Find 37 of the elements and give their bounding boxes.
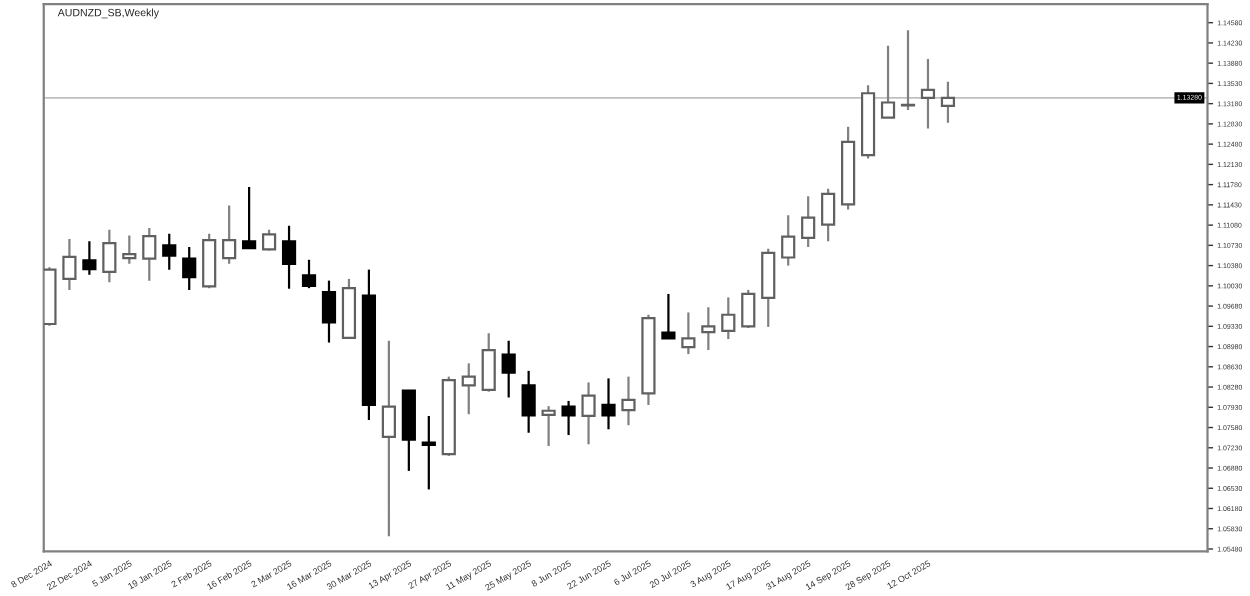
candlestick bbox=[182, 245, 197, 291]
candlestick bbox=[661, 292, 676, 341]
candlestick bbox=[222, 204, 237, 265]
candlestick bbox=[761, 247, 776, 329]
candlestick bbox=[421, 414, 436, 491]
candlestick bbox=[801, 195, 816, 249]
candlestick bbox=[242, 185, 257, 250]
candlestick bbox=[821, 187, 836, 243]
candlestick bbox=[741, 288, 756, 330]
candlestick bbox=[721, 296, 736, 341]
candlestick bbox=[142, 226, 157, 282]
candlestick bbox=[880, 44, 896, 120]
candlestick bbox=[940, 80, 956, 124]
candlestick bbox=[82, 240, 97, 276]
candlestick bbox=[481, 332, 496, 393]
candlestick bbox=[381, 339, 396, 538]
candlestick bbox=[521, 369, 536, 434]
candlestick bbox=[701, 306, 716, 352]
candlestick bbox=[781, 214, 796, 267]
candlestick bbox=[581, 381, 596, 446]
candlestick bbox=[561, 399, 576, 437]
candlestick bbox=[920, 58, 936, 130]
candlestick bbox=[261, 228, 277, 252]
candlestick bbox=[281, 224, 297, 290]
candlestick bbox=[601, 377, 616, 431]
candlestick bbox=[102, 228, 117, 284]
candlestick bbox=[122, 234, 137, 265]
candlestick bbox=[681, 311, 696, 356]
candlestick bbox=[202, 232, 217, 290]
candlestick bbox=[301, 258, 317, 290]
candlestick bbox=[621, 375, 636, 427]
candlestick bbox=[461, 362, 476, 416]
candlestick bbox=[321, 279, 337, 344]
candlestick bbox=[501, 339, 516, 399]
candlestick bbox=[62, 237, 77, 291]
candlestick bbox=[541, 405, 556, 448]
candlestick bbox=[162, 232, 177, 271]
